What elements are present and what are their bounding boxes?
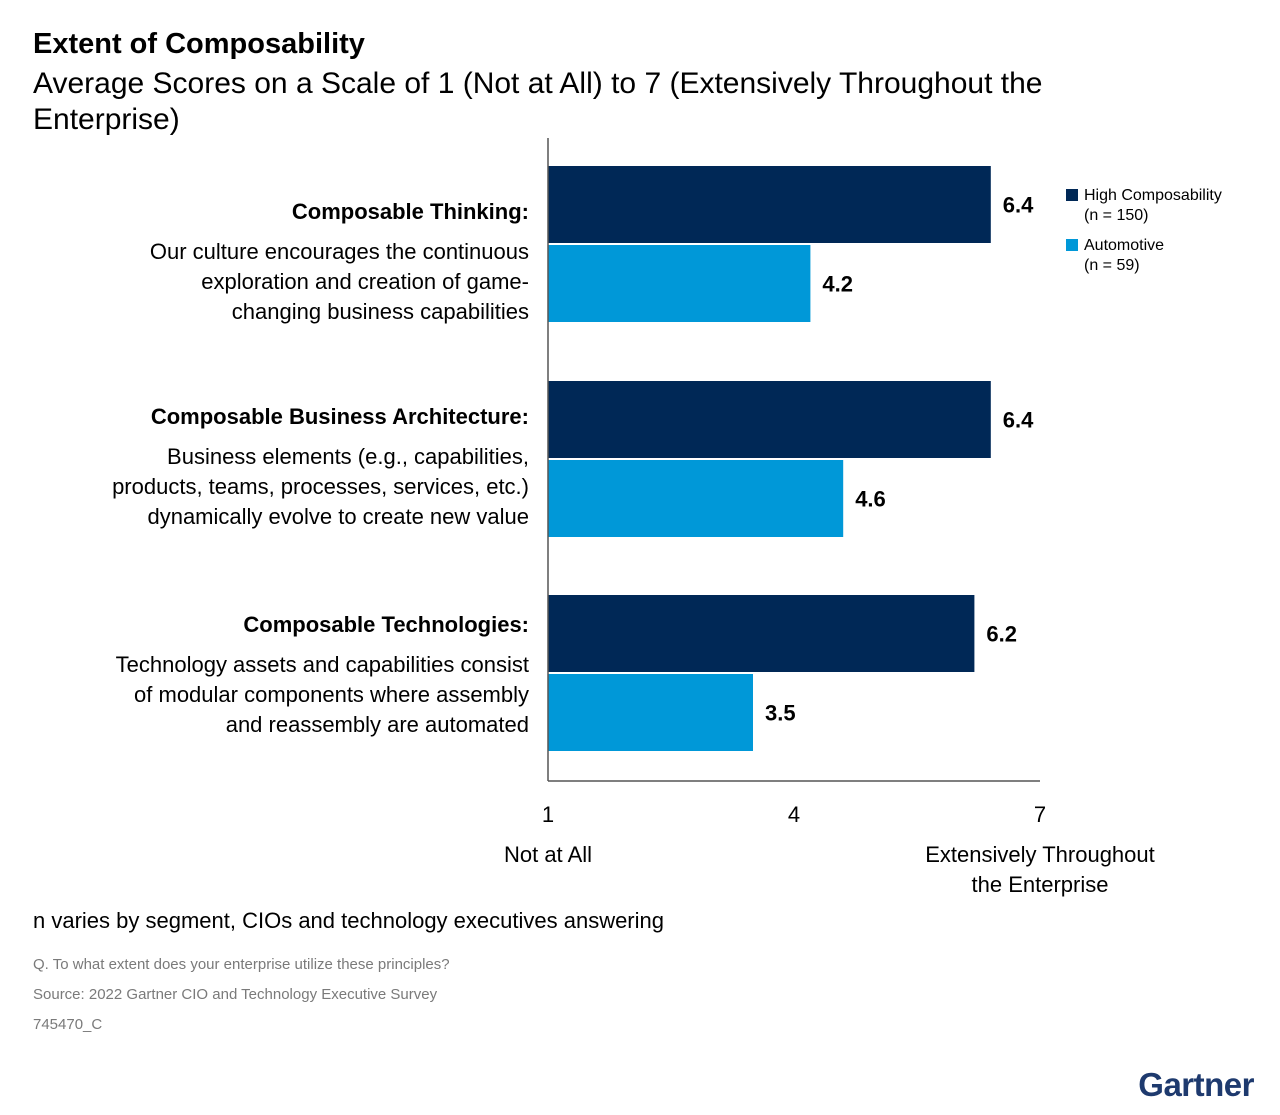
legend: High Composability (n = 150) Automotive … [1066, 186, 1222, 286]
category-description-line: Business elements (e.g., capabilities, [167, 444, 529, 469]
category-description-line: of modular components where assembly [134, 682, 529, 707]
legend-swatch [1066, 189, 1078, 201]
legend-item-automotive: Automotive (n = 59) [1066, 236, 1222, 276]
category-description-line: dynamically evolve to create new value [147, 504, 529, 529]
bar-value-label: 4.2 [822, 272, 853, 297]
chart-title: Extent of Composability [33, 28, 365, 60]
category-description-line: and reassembly are automated [225, 712, 529, 737]
bar-chart: 6.4 6.4 6.2 4.2 4.6 3.5 1 4 7 Not at All Extensive… [504, 138, 1155, 897]
bar-value-label: 6.2 [986, 622, 1017, 647]
x-tick-label: 1 [542, 802, 554, 827]
category-label-thinking: Composable Thinking: Our culture encoura… [150, 199, 529, 327]
bar [548, 381, 991, 458]
bar [548, 460, 844, 537]
document-id: 745470_C [33, 1016, 103, 1033]
gartner-logo: Gartner [1138, 1066, 1254, 1103]
bar [548, 166, 991, 243]
category-title: Composable Business Architecture: [150, 404, 529, 429]
legend-sample-size: (n = 150) [1084, 207, 1149, 224]
x-axis-min-label: Not at All [504, 842, 592, 867]
category-description-line: exploration and creation of game- [201, 269, 529, 294]
category-label-business-architecture: Composable Business Architecture: Busine… [112, 404, 529, 532]
category-title: Composable Thinking: [291, 199, 529, 224]
bar-value-label: 6.4 [1003, 408, 1034, 433]
chart-subtitle: Average Scores on a Scale of 1 (Not at A… [33, 67, 1043, 136]
category-description-line: products, teams, processes, services, et… [112, 474, 529, 499]
bar [548, 245, 811, 322]
bar [548, 674, 753, 751]
x-axis-max-label: Extensively Throughout [925, 842, 1155, 867]
bar-value-label: 6.4 [1003, 193, 1034, 218]
category-description-line: Our culture encourages the continuous [149, 239, 529, 264]
x-axis-max-label: the Enterprise [972, 872, 1109, 897]
bar-value-label: 3.5 [765, 701, 796, 726]
x-tick-label: 4 [788, 802, 800, 827]
legend-sample-size: (n = 59) [1084, 257, 1140, 274]
category-description-line: Technology assets and capabilities consi… [115, 652, 529, 677]
footnote: n varies by segment, CIOs and technology… [33, 908, 664, 933]
legend-swatch [1066, 239, 1078, 251]
source-note: Source: 2022 Gartner CIO and Technology … [33, 986, 438, 1003]
x-tick-label: 7 [1034, 802, 1046, 827]
category-title: Composable Technologies: [243, 612, 529, 637]
legend-label: High Composability [1084, 187, 1222, 204]
category-label-technologies: Composable Technologies: Technology asse… [116, 612, 529, 740]
legend-label: Automotive [1084, 237, 1165, 254]
category-description-line: changing business capabilities [231, 299, 529, 324]
bar-value-label: 4.6 [855, 487, 886, 512]
legend-item-high-composability: High Composability (n = 150) [1066, 186, 1222, 226]
bar [548, 595, 975, 672]
survey-question: Q. To what extent does your enterprise u… [33, 956, 450, 973]
